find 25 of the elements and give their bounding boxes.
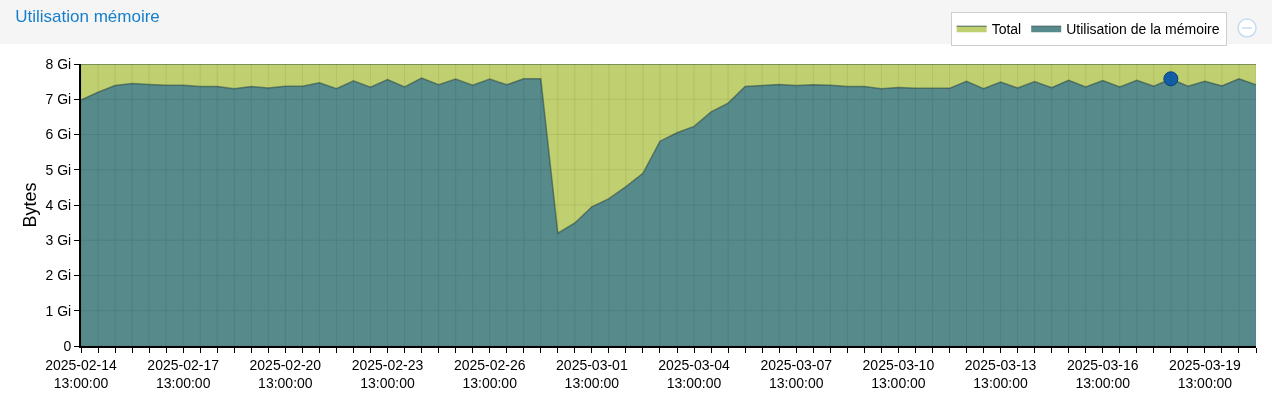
x-tick-label: 2025-02-26 13:00:00 (453, 356, 526, 391)
x-tick-label: 2025-02-14 13:00:00 (45, 356, 118, 391)
y-tick-label: 4 Gi (45, 196, 72, 213)
y-tick-label: 7 Gi (45, 91, 72, 108)
x-tick-label: 2025-03-16 13:00:00 (1066, 356, 1139, 391)
y-tick-label: 6 Gi (45, 126, 72, 143)
y-tick-label: 1 Gi (45, 302, 72, 319)
y-tick-label: 2 Gi (45, 267, 72, 284)
y-tick-label: 3 Gi (45, 232, 72, 249)
legend-label: Utilisation de la mémoire (1066, 20, 1220, 37)
x-tick-label: 2025-03-01 13:00:00 (556, 356, 628, 391)
legend-label: Total (991, 20, 1022, 37)
x-tick-label: 2025-03-04 13:00:00 (658, 356, 731, 391)
x-tick-label: 2025-03-07 13:00:00 (760, 356, 833, 391)
x-tick-label: 2025-02-23 13:00:00 (351, 356, 424, 391)
y-tick-label: 8 Gi (45, 55, 72, 72)
x-tick-label: 2025-02-17 13:00:00 (147, 356, 220, 391)
x-tick-label: 2025-03-19 13:00:00 (1169, 356, 1241, 391)
y-axis-title: Bytes (20, 182, 41, 228)
x-tick-label: 2025-03-13 13:00:00 (964, 356, 1037, 391)
chart-title: Utilisation mémoire (15, 6, 160, 26)
y-tick-label: 5 Gi (45, 161, 72, 178)
y-tick-label: 0 (63, 337, 72, 354)
x-tick-label: 2025-03-10 13:00:00 (862, 356, 935, 391)
x-tick-label: 2025-02-20 13:00:00 (249, 356, 322, 391)
